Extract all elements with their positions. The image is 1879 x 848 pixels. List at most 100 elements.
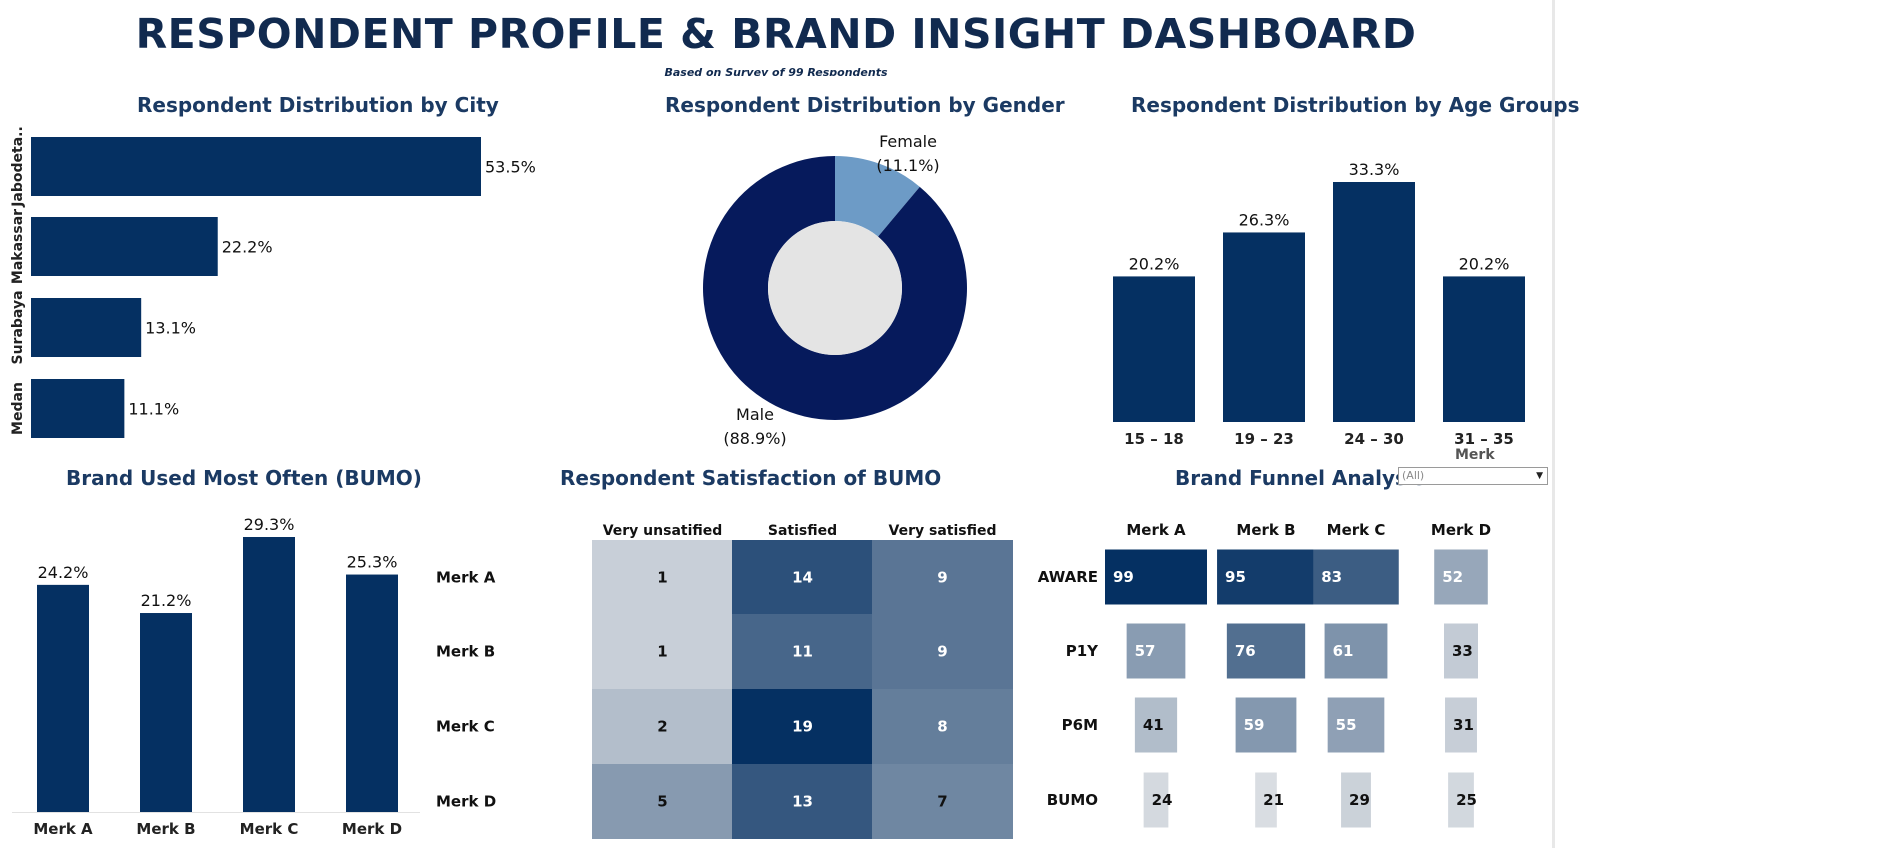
funnel-chart-title: Brand Funnel Analysis: [1175, 466, 1426, 490]
age-chart-title: Respondent Distribution by Age Groups: [1131, 93, 1580, 117]
bumo-tick-label: Merk B: [136, 820, 195, 838]
satisfaction-cell-value: 5: [657, 793, 667, 811]
satisfaction-cell: [732, 614, 873, 689]
bumo-bar-label: 29.3%: [244, 515, 295, 534]
funnel-cell: [1217, 549, 1315, 605]
age-tick-label: 19 – 23: [1234, 430, 1294, 448]
age-bar-label: 33.3%: [1349, 160, 1400, 179]
funnel-column-header: Merk D: [1431, 521, 1491, 539]
funnel-cell-value: 55: [1336, 716, 1357, 734]
bumo-tick-label: Merk C: [240, 820, 299, 838]
satisfaction-column-header: Very satisfied: [889, 523, 997, 539]
city-tick-label: Makassar: [10, 209, 26, 284]
funnel-cell: [1434, 549, 1488, 605]
funnel-cell-value: 76: [1235, 642, 1256, 660]
satisfaction-cell: [732, 764, 873, 839]
age-bar: [1443, 276, 1525, 422]
gender-label-name: Female: [879, 132, 937, 151]
satisfaction-row-label: Merk D: [436, 793, 496, 811]
chevron-down-icon[interactable]: ▼: [1536, 471, 1543, 481]
satisfaction-cell: [872, 540, 1013, 615]
age-bar: [1223, 232, 1305, 422]
satisfaction-cell: [592, 540, 733, 615]
funnel-column-header: Merk B: [1236, 521, 1295, 539]
satisfaction-cell: [592, 614, 733, 689]
city-tick-label: Jabodeta..: [10, 126, 26, 208]
bumo-tick-label: Merk A: [33, 820, 93, 838]
age-tick-label: 31 – 35: [1454, 430, 1514, 448]
funnel-row-label: AWARE: [1038, 568, 1098, 586]
funnel-cell: [1255, 772, 1277, 828]
age-bar-label: 26.3%: [1239, 210, 1290, 229]
funnel-cell-value: 95: [1225, 568, 1246, 586]
funnel-cell: [1143, 772, 1169, 828]
funnel-row-label: P6M: [1062, 716, 1098, 734]
dashboard-divider: [1552, 0, 1555, 848]
city-bar: [31, 137, 481, 196]
funnel-cell-value: 83: [1321, 568, 1342, 586]
funnel-cell: [1134, 697, 1178, 753]
city-tick-label: Medan: [10, 382, 26, 435]
satisfaction-cell-value: 1: [657, 569, 667, 587]
satisfaction-cell-value: 14: [792, 569, 813, 587]
satisfaction-cell-value: 8: [937, 718, 947, 736]
charts-canvas: 53.5% Jabodeta.. 22.2% Makassar 13.1% Surabay…: [10, 126, 1525, 839]
dashboard-subtitle: Based on Survey of 99 Respondents: [664, 66, 888, 76]
satisfaction-row-label: Merk A: [436, 569, 496, 587]
gender-label-value: (88.9%): [723, 429, 786, 448]
gender-label-name: Male: [736, 405, 774, 424]
funnel-cell: [1226, 623, 1306, 679]
bumo-chart-title: Brand Used Most Often (BUMO): [66, 466, 422, 490]
bumo-bar-label: 21.2%: [141, 591, 192, 610]
city-bar: [31, 298, 142, 357]
gender-slice-female: [835, 156, 920, 237]
funnel-column-header: Merk C: [1327, 521, 1386, 539]
funnel-cell: [1444, 623, 1478, 679]
age-tick-label: 15 – 18: [1124, 430, 1184, 448]
satisfaction-cell-value: 13: [792, 793, 813, 811]
funnel-cell-value: 61: [1333, 642, 1354, 660]
funnel-cell-value: 24: [1152, 791, 1173, 809]
bumo-bar: [243, 537, 295, 812]
city-chart-title: Respondent Distribution by City: [137, 93, 499, 117]
age-bar: [1113, 276, 1195, 422]
filter-value: (All): [1402, 469, 1425, 482]
merk-filter-dropdown[interactable]: (All) ▼: [1398, 467, 1548, 485]
satisfaction-cell: [732, 689, 873, 764]
satisfaction-row-label: Merk B: [436, 643, 495, 661]
age-tick-label: 24 – 30: [1344, 430, 1404, 448]
city-bar: [31, 217, 218, 276]
funnel-cell: [1445, 697, 1477, 753]
bumo-tick-label: Merk D: [342, 820, 402, 838]
funnel-cell: [1324, 623, 1388, 679]
funnel-cell-value: 25: [1456, 791, 1477, 809]
funnel-row-label: BUMO: [1047, 791, 1098, 809]
bumo-bar: [346, 574, 398, 812]
satisfaction-cell-value: 2: [657, 718, 667, 736]
satisfaction-cell: [872, 614, 1013, 689]
bumo-bar: [140, 613, 192, 812]
funnel-cell: [1327, 697, 1385, 753]
funnel-cell: [1105, 549, 1207, 605]
satisfaction-cell-value: 7: [937, 793, 947, 811]
funnel-cell-value: 33: [1452, 642, 1473, 660]
dashboard-title: RESPONDENT PROFILE & BRAND INSIGHT DASHB…: [135, 10, 1417, 58]
city-bar: [31, 379, 125, 438]
funnel-cell-value: 59: [1244, 716, 1265, 734]
satisfaction-row-label: Merk C: [436, 718, 495, 736]
funnel-cell: [1126, 623, 1186, 679]
satisfaction-column-header: Satisfied: [768, 523, 837, 539]
bumo-bar-label: 24.2%: [38, 563, 89, 582]
funnel-cell-value: 21: [1263, 791, 1284, 809]
filter-label: Merk: [1455, 447, 1495, 463]
dashboard: RESPONDENT PROFILE & BRAND INSIGHT DASHB…: [10, 10, 1579, 839]
satisfaction-cell: [592, 689, 733, 764]
age-bar: [1333, 182, 1415, 422]
funnel-cell-value: 29: [1349, 791, 1370, 809]
satisfaction-cell: [592, 764, 733, 839]
gender-chart-title: Respondent Distribution by Gender: [665, 93, 1065, 117]
funnel-cell: [1313, 549, 1399, 605]
funnel-cell: [1341, 772, 1371, 828]
gender-label-value: (11.1%): [876, 156, 939, 175]
satisfaction-cell-value: 9: [937, 643, 947, 661]
